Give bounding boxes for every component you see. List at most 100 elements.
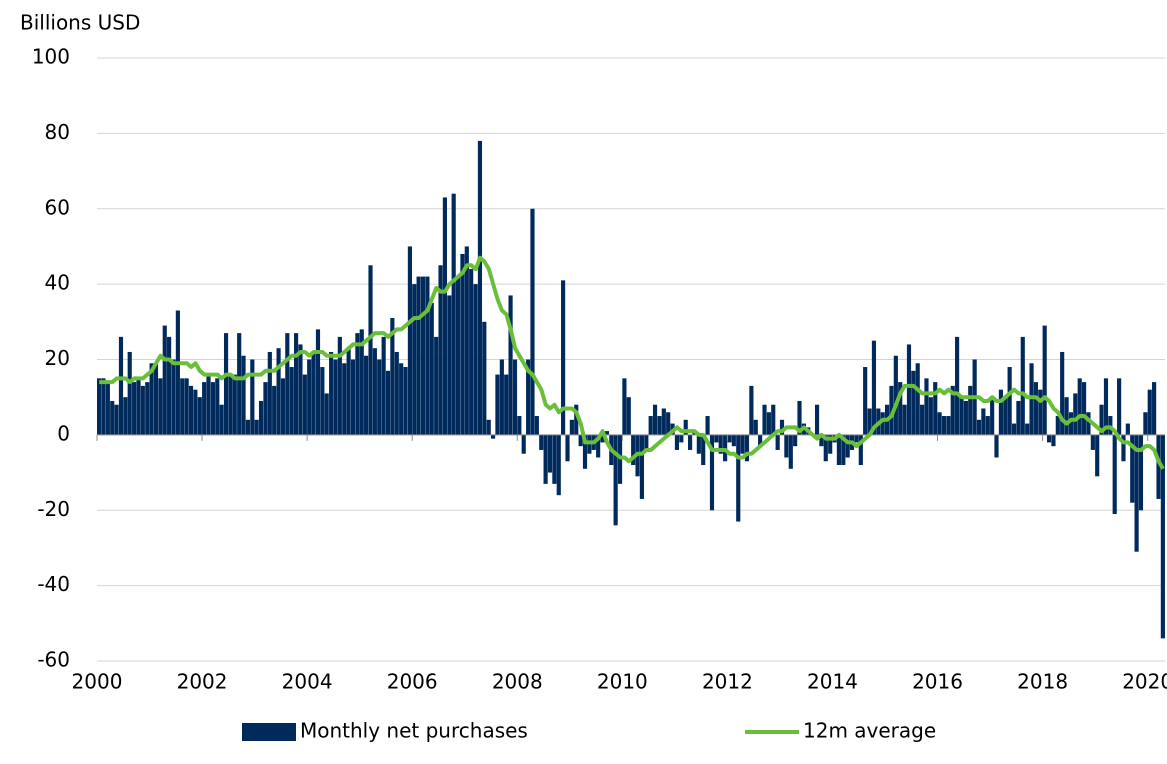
bar: [276, 348, 281, 435]
bar: [863, 367, 868, 435]
bar: [263, 382, 268, 435]
bar: [574, 404, 579, 435]
bar: [499, 359, 504, 435]
bar: [250, 359, 255, 435]
bar: [920, 404, 925, 435]
bar: [1121, 434, 1126, 462]
bar: [285, 333, 290, 435]
bar: [495, 374, 500, 435]
bar: [315, 329, 321, 435]
bar: [526, 359, 531, 435]
bar: [683, 419, 688, 435]
bar: [841, 434, 846, 466]
bar: [858, 434, 863, 466]
bar: [1143, 412, 1148, 435]
bar: [1112, 434, 1117, 515]
bar: [736, 434, 741, 522]
bar: [613, 434, 618, 526]
bar: [626, 397, 631, 435]
bar: [771, 404, 776, 435]
bar: [871, 340, 877, 435]
bar: [924, 378, 929, 435]
bar: [298, 344, 303, 435]
bar: [1051, 434, 1056, 447]
bar: [976, 419, 982, 435]
bar: [1025, 423, 1030, 435]
bar: [749, 385, 754, 435]
bar: [1156, 434, 1161, 499]
bar: [307, 359, 312, 435]
bar: [329, 351, 334, 435]
bar: [596, 434, 601, 458]
bar: [941, 416, 947, 435]
bar: [521, 434, 526, 454]
bar: [1046, 434, 1052, 443]
bar: [364, 355, 369, 435]
bar: [1077, 378, 1082, 435]
bar: [280, 378, 286, 435]
bar: [241, 355, 246, 435]
bar: [561, 280, 566, 435]
bar: [600, 434, 605, 443]
bar: [998, 389, 1003, 435]
bar: [1147, 389, 1152, 435]
bar: [149, 363, 154, 435]
bar: [184, 378, 189, 435]
bar: [744, 434, 750, 462]
bar: [1152, 382, 1157, 435]
bar: [955, 336, 960, 435]
bar: [1068, 412, 1074, 435]
bar: [950, 385, 955, 435]
x-tick-label: 2012: [702, 670, 753, 694]
bar: [210, 382, 215, 435]
bar: [162, 325, 167, 435]
bar: [158, 378, 163, 435]
bar: [390, 318, 395, 435]
bar: [486, 419, 491, 435]
bar: [880, 412, 885, 435]
bar: [622, 378, 627, 435]
bar: [320, 367, 325, 435]
bar: [1099, 404, 1104, 435]
bar: [153, 363, 159, 435]
bar: [188, 385, 194, 435]
bar: [639, 434, 644, 499]
bar: [127, 351, 132, 435]
bar: [447, 295, 452, 435]
x-tick-label: 2020: [1122, 670, 1167, 694]
bar: [434, 336, 439, 435]
bar: [906, 344, 912, 435]
bar: [666, 412, 671, 435]
legend-label: Monthly net purchases: [300, 719, 528, 743]
bar: [1160, 434, 1165, 639]
bar: [1138, 434, 1144, 511]
bar: [508, 295, 513, 435]
bar: [709, 434, 715, 511]
y-tick-label: 20: [45, 346, 70, 370]
bar: [469, 269, 474, 435]
bar: [1064, 397, 1069, 435]
bar: [105, 382, 110, 435]
x-tick-label: 2000: [72, 670, 123, 694]
legend-label: 12m average: [803, 719, 936, 743]
bar: [631, 434, 636, 466]
bar: [464, 246, 469, 435]
bar: [604, 431, 609, 435]
y-tick-label: 100: [32, 45, 70, 69]
bar: [644, 434, 649, 450]
bar: [425, 276, 430, 435]
bar: [1020, 336, 1025, 435]
bar: [1055, 416, 1060, 435]
bar: [101, 378, 106, 435]
bar: [731, 434, 736, 447]
bar: [552, 434, 557, 484]
bar: [258, 400, 264, 435]
bar: [1095, 434, 1100, 477]
bar: [1011, 423, 1017, 435]
bar: [403, 367, 408, 435]
bar: [714, 434, 719, 443]
bar: [779, 419, 785, 435]
bar: [473, 284, 478, 435]
